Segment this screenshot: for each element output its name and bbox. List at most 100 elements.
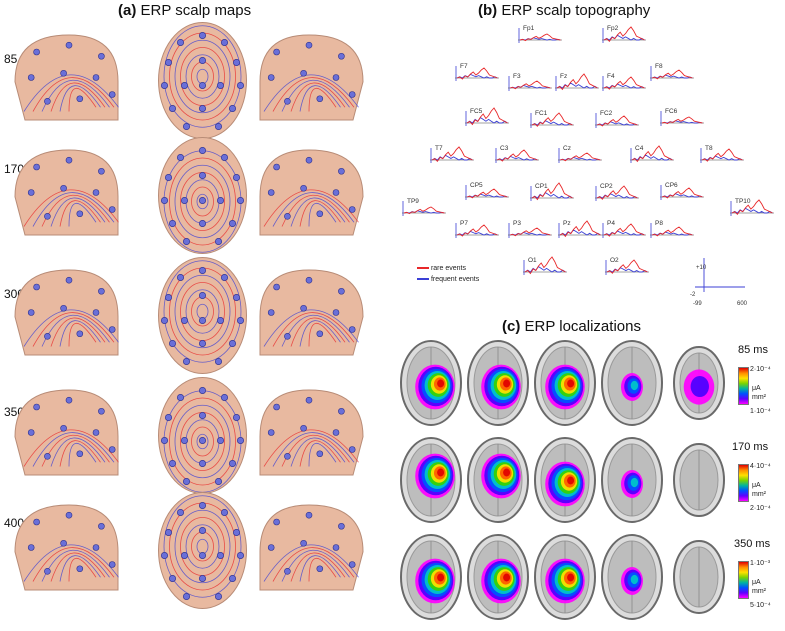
electrode-dot xyxy=(199,386,207,394)
electrode-dot xyxy=(273,48,280,56)
rare-trace xyxy=(603,26,645,42)
brain-slice-r1-c4 xyxy=(673,443,725,517)
brain-slice-r1-c0 xyxy=(400,437,462,523)
scalp-map-r3-c0 xyxy=(14,389,119,476)
activation-blob xyxy=(567,476,575,485)
colorbar-350 xyxy=(738,561,749,599)
rare-trace xyxy=(661,116,703,125)
contour-line xyxy=(23,189,119,227)
contour-line xyxy=(50,437,106,467)
electrode-label-P4: P4 xyxy=(607,220,615,227)
scale-label-y_top: +10 xyxy=(696,265,707,271)
electrode-dot xyxy=(305,276,313,284)
scalp-map-r0-c2 xyxy=(259,34,364,121)
electrode-dot xyxy=(338,52,345,60)
electrode-label-FC2: FC2 xyxy=(600,110,613,117)
erp-plot-TP9: TP9 xyxy=(402,198,446,216)
contour-line xyxy=(163,495,242,598)
electrode-dot xyxy=(76,450,84,458)
brain-slice-r2-c2 xyxy=(534,534,596,620)
rare-trace xyxy=(701,148,743,162)
electrode-dot xyxy=(33,163,40,171)
electrode-dot xyxy=(348,446,356,453)
erp-plot-Fp1: Fp1 xyxy=(518,25,562,43)
electrode-dot xyxy=(217,197,225,205)
electrode-dot xyxy=(300,184,307,192)
contour-line xyxy=(68,443,97,467)
electrode-dot xyxy=(161,436,169,444)
scalp-map-r2-c2 xyxy=(259,269,364,356)
electrode-dot xyxy=(27,189,35,196)
electrode-dot xyxy=(332,189,340,196)
contour-line xyxy=(263,429,359,467)
loc-max-170: 4·10⁻⁴ xyxy=(750,463,771,470)
rare-trace xyxy=(509,80,551,90)
electrode-label-O2: O2 xyxy=(610,257,619,264)
erp-plot-CP1: CP1 xyxy=(530,182,574,201)
electrode-dot xyxy=(221,154,229,162)
contour-line xyxy=(174,509,231,584)
frequent-trace xyxy=(524,265,566,273)
electrode-dot xyxy=(108,446,116,453)
erp-plot-FC1: FC1 xyxy=(530,110,574,128)
contour-line xyxy=(169,157,236,246)
electrode-dot xyxy=(98,167,105,175)
contour-line xyxy=(263,544,359,582)
electrode-dot xyxy=(60,69,67,77)
electrode-dot xyxy=(305,156,313,164)
loc-unit-top-350: μA xyxy=(752,579,761,586)
loc-unit-top-85: μA xyxy=(752,385,761,392)
electrode-label-CP2: CP2 xyxy=(600,183,613,190)
erp-plot-P8: P8 xyxy=(650,220,694,238)
electrode-dot xyxy=(108,206,116,213)
electrode-label-TP9: TP9 xyxy=(407,198,419,205)
electrode-dot xyxy=(348,206,356,213)
electrode-dot xyxy=(229,459,237,467)
contour-line xyxy=(23,544,119,582)
contour-line xyxy=(50,197,106,227)
electrode-dot xyxy=(300,539,307,547)
scale-label-y_bottom: -2 xyxy=(690,292,696,298)
electrode-dot xyxy=(273,283,280,291)
contour-line xyxy=(263,309,359,347)
brain-slice-r2-c4 xyxy=(673,540,725,614)
contour-line xyxy=(272,312,355,347)
contour-line xyxy=(299,440,341,467)
electrode-label-Cz: Cz xyxy=(563,145,571,152)
electrode-dot xyxy=(92,309,100,316)
activation-blob xyxy=(503,468,511,477)
frequent-trace xyxy=(631,154,673,161)
activation-blob xyxy=(503,379,511,388)
rare-trace xyxy=(519,33,561,42)
electrode-label-T7: T7 xyxy=(435,145,443,152)
electrode-dot xyxy=(177,273,185,281)
erp-plot-P7: P7 xyxy=(455,220,499,238)
electrode-dot xyxy=(44,213,51,220)
electrode-dot xyxy=(169,339,177,347)
electrode-dot xyxy=(199,411,207,419)
erp-localizations-grid xyxy=(400,340,725,620)
erp-plot-T8: T8 xyxy=(700,145,744,163)
electrode-dot xyxy=(199,82,207,90)
electrode-label-F7: F7 xyxy=(460,63,468,70)
electrode-dot xyxy=(27,309,35,316)
panel-a-title: (a) ERP scalp maps xyxy=(118,2,252,19)
electrode-dot xyxy=(199,56,207,64)
erp-plot-TP10: TP10 xyxy=(730,198,774,216)
electrode-dot xyxy=(316,210,324,218)
contour-line xyxy=(196,433,209,450)
electrode-dot xyxy=(316,565,324,573)
electrode-dot xyxy=(44,567,51,575)
electrode-dot xyxy=(98,52,105,60)
legend-rare-swatch xyxy=(417,267,429,270)
frequent-trace xyxy=(466,116,508,124)
rare-trace xyxy=(596,185,638,200)
electrode-dot xyxy=(181,197,189,205)
electrode-dot xyxy=(44,98,51,105)
rare-trace xyxy=(531,182,573,201)
brain-slice-r1-c2 xyxy=(534,437,596,523)
electrode-dot xyxy=(92,189,100,196)
legend-frequent-swatch xyxy=(417,278,429,281)
electrode-dot xyxy=(199,459,207,467)
activation-blob xyxy=(630,477,639,488)
